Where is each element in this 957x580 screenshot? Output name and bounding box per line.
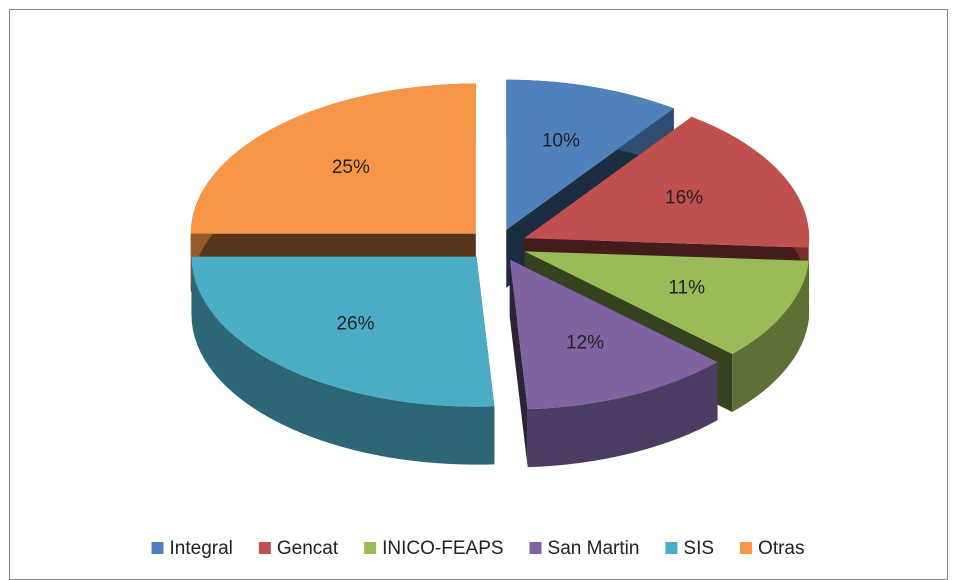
slice-tops (190, 79, 810, 410)
legend-swatch (529, 542, 542, 554)
slice (524, 116, 810, 248)
legend-label: Integral (170, 538, 233, 559)
slice-edge (191, 256, 495, 465)
legend-label: SIS (683, 538, 714, 559)
legend-label: San Martin (548, 538, 640, 559)
slice (524, 251, 809, 355)
data-label: 12% (566, 333, 604, 354)
data-label: 11% (668, 277, 705, 298)
legend-label: INICO-FEAPS (382, 538, 503, 559)
slice-labels: 10% 16% 11% 12% 26% 25% (332, 130, 705, 353)
slice-wall (509, 259, 528, 468)
slice (506, 79, 674, 230)
legend: Integral Gencat INICO-FEAPS San Martin SIS Ot… (151, 538, 805, 559)
slice (191, 256, 495, 407)
legend-label: Otras (758, 538, 804, 559)
legend-swatch (151, 542, 164, 554)
legend-swatch (740, 542, 753, 554)
legend-swatch (665, 542, 678, 554)
data-label: 25% (332, 157, 370, 178)
data-label: 10% (542, 130, 580, 151)
slice (509, 259, 718, 410)
slice-edge (527, 362, 718, 468)
slice-edge (732, 260, 809, 413)
data-label: 26% (336, 313, 374, 334)
slice (190, 83, 476, 234)
data-label: 16% (665, 188, 703, 209)
legend-swatch (258, 542, 271, 554)
legend-swatch (364, 542, 377, 554)
legend-label: Gencat (277, 538, 339, 559)
